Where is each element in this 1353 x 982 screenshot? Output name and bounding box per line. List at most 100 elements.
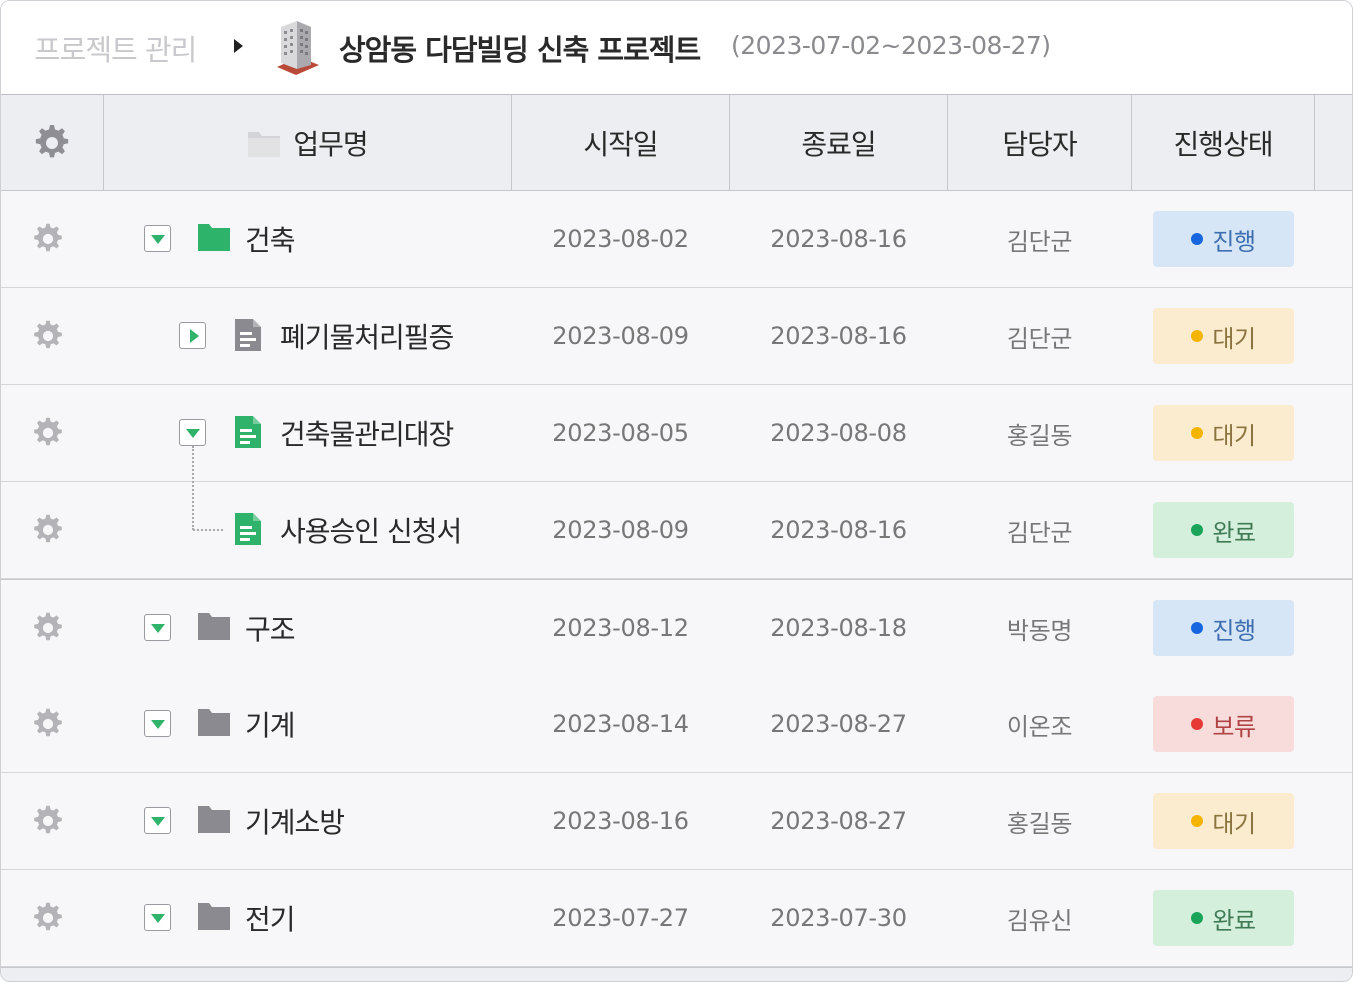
table-row[interactable]: 구조 2023-08-12 2023-08-18 박동명 진행	[1, 579, 1352, 677]
header-task-name[interactable]: 업무명	[104, 95, 512, 190]
owner-cell: 홍길동	[1006, 809, 1073, 838]
status-badge[interactable]: 보류	[1153, 696, 1294, 752]
task-name[interactable]: 폐기물처리필증	[280, 321, 454, 354]
status-badge[interactable]: 대기	[1153, 405, 1294, 461]
collapse-toggle[interactable]	[144, 904, 171, 931]
breadcrumb: 프로젝트 관리 상암동 다담빌딩 신축 프로젝트 (2023-07-02~202…	[1, 1, 1352, 95]
header-task-name-label: 업무명	[293, 127, 368, 161]
status-badge[interactable]: 진행	[1153, 600, 1294, 656]
task-name[interactable]: 기계	[245, 709, 296, 742]
row-settings-gear-icon[interactable]	[31, 416, 65, 454]
end-date-cell: 2023-08-16	[770, 225, 907, 253]
header-status-label: 진행상태	[1173, 127, 1273, 161]
document-icon	[233, 512, 263, 550]
header-end-date-label: 종료일	[801, 127, 876, 161]
end-date-cell: 2023-08-27	[770, 710, 907, 738]
status-dot-icon	[1191, 912, 1204, 924]
row-settings-gear-icon[interactable]	[31, 611, 65, 649]
breadcrumb-arrow-icon	[234, 39, 243, 53]
header-status[interactable]: 진행상태	[1132, 95, 1315, 190]
gear-icon[interactable]	[32, 123, 72, 163]
start-date-cell: 2023-08-14	[552, 710, 689, 738]
folder-icon	[197, 610, 231, 646]
end-date-cell: 2023-08-27	[770, 807, 907, 835]
status-dot-icon	[1191, 622, 1204, 634]
status-badge[interactable]: 대기	[1153, 793, 1294, 849]
task-name[interactable]: 사용승인 신청서	[280, 515, 462, 548]
start-date-cell: 2023-08-05	[552, 419, 689, 447]
collapse-toggle[interactable]	[144, 614, 171, 641]
row-settings-gear-icon[interactable]	[31, 707, 65, 745]
caret-down-icon	[150, 817, 165, 826]
project-title: 상암동 다담빌딩 신축 프로젝트	[339, 33, 701, 67]
task-name[interactable]: 건축물관리대장	[280, 418, 454, 451]
document-icon	[233, 415, 263, 453]
row-settings-gear-icon[interactable]	[31, 901, 65, 939]
status-label: 완료	[1212, 518, 1256, 547]
task-name[interactable]: 구조	[245, 613, 296, 646]
header-end-date[interactable]: 종료일	[730, 95, 948, 190]
task-name[interactable]: 기계소방	[245, 806, 345, 839]
folder-icon	[197, 706, 231, 742]
row-settings-gear-icon[interactable]	[31, 222, 65, 260]
folder-icon	[197, 221, 231, 257]
header-owner-label: 담당자	[1002, 127, 1077, 161]
status-badge[interactable]: 완료	[1153, 502, 1294, 558]
table-row[interactable]: 사용승인 신청서 2023-08-09 2023-08-16 김단군 완료	[1, 482, 1352, 579]
header-start-date[interactable]: 시작일	[512, 95, 730, 190]
owner-cell: 홍길동	[1006, 421, 1073, 450]
task-name[interactable]: 전기	[245, 903, 296, 936]
start-date-cell: 2023-08-12	[552, 614, 689, 642]
row-settings-gear-icon[interactable]	[31, 319, 65, 357]
status-dot-icon	[1191, 330, 1204, 342]
caret-down-icon	[150, 914, 165, 923]
status-label: 대기	[1212, 809, 1256, 838]
document-icon	[233, 318, 263, 356]
table-row[interactable]: 기계 2023-08-14 2023-08-27 이온조 보류	[1, 676, 1352, 773]
collapse-toggle[interactable]	[179, 419, 206, 446]
header-settings-cell	[1, 95, 104, 190]
table-row[interactable]: 기계소방 2023-08-16 2023-08-27 홍길동 대기	[1, 773, 1352, 870]
table-header: 업무명 시작일 종료일 담당자 진행상태	[1, 95, 1352, 191]
status-label: 대기	[1212, 421, 1256, 450]
caret-down-icon	[185, 429, 200, 438]
folder-icon	[248, 131, 281, 157]
end-date-cell: 2023-08-18	[770, 614, 907, 642]
status-label: 진행	[1212, 227, 1256, 256]
caret-down-icon	[150, 720, 165, 729]
header-owner[interactable]: 담당자	[948, 95, 1132, 190]
start-date-cell: 2023-08-02	[552, 225, 689, 253]
start-date-cell: 2023-08-16	[552, 807, 689, 835]
caret-down-icon	[150, 624, 165, 633]
row-settings-gear-icon[interactable]	[31, 804, 65, 842]
collapse-toggle[interactable]	[144, 225, 171, 252]
breadcrumb-root-link[interactable]: 프로젝트 관리	[34, 33, 197, 67]
row-settings-gear-icon[interactable]	[31, 513, 65, 551]
building-icon	[277, 21, 319, 75]
task-name[interactable]: 건축	[245, 224, 296, 257]
status-dot-icon	[1191, 718, 1204, 730]
expand-toggle[interactable]	[179, 322, 206, 349]
table-row[interactable]: 전기 2023-07-27 2023-07-30 김유신 완료	[1, 870, 1352, 967]
collapse-toggle[interactable]	[144, 807, 171, 834]
table-row[interactable]: 건축 2023-08-02 2023-08-16 김단군 진행	[1, 191, 1352, 288]
tree-connector-branch	[193, 529, 223, 531]
owner-cell: 김단군	[1006, 324, 1073, 353]
header-start-date-label: 시작일	[583, 127, 658, 161]
table-row[interactable]: 폐기물처리필증 2023-08-09 2023-08-16 김단군 대기	[1, 288, 1352, 385]
status-badge[interactable]: 완료	[1153, 890, 1294, 946]
project-date-range: (2023-07-02~2023-08-27)	[731, 31, 1051, 60]
owner-cell: 김단군	[1006, 518, 1073, 547]
table-row[interactable]: 건축물관리대장 2023-08-05 2023-08-08 홍길동 대기	[1, 385, 1352, 482]
end-date-cell: 2023-08-16	[770, 516, 907, 544]
owner-cell: 김단군	[1006, 227, 1073, 256]
collapse-toggle[interactable]	[144, 710, 171, 737]
status-badge[interactable]: 대기	[1153, 308, 1294, 364]
folder-icon	[197, 900, 231, 936]
status-dot-icon	[1191, 233, 1204, 245]
end-date-cell: 2023-08-08	[770, 419, 907, 447]
start-date-cell: 2023-08-09	[552, 516, 689, 544]
start-date-cell: 2023-08-09	[552, 322, 689, 350]
status-badge[interactable]: 진행	[1153, 211, 1294, 267]
start-date-cell: 2023-07-27	[552, 904, 689, 932]
